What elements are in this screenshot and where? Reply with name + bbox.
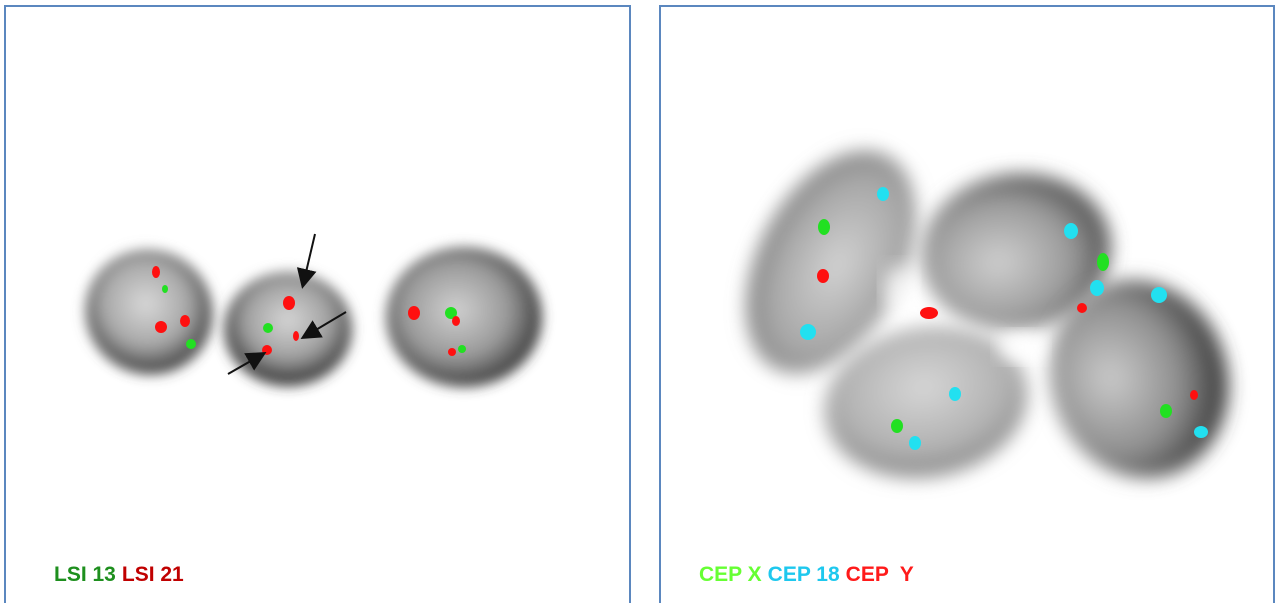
green-signal <box>818 219 830 235</box>
legend-cepy: CEP Y <box>845 563 914 586</box>
cyan-signal <box>1194 426 1208 438</box>
red-signal <box>452 316 460 326</box>
red-signal <box>920 307 938 319</box>
nucleus <box>746 150 916 374</box>
green-signal <box>1160 404 1172 418</box>
green-signal <box>1097 253 1109 271</box>
red-signal <box>283 296 295 310</box>
legend-lsi13: LSI 13 <box>54 563 116 586</box>
right-panel-image <box>746 150 1229 478</box>
nuclear-gap <box>999 333 1043 361</box>
red-signal <box>293 331 299 341</box>
red-signal <box>448 348 456 356</box>
red-signal <box>408 306 420 320</box>
legend-lsi21: LSI 21 <box>121 563 184 586</box>
probe-legend: CEP X CEP 18 CEP Y <box>699 563 914 587</box>
red-signal <box>817 269 829 283</box>
cyan-signal <box>949 387 961 401</box>
nucleus <box>921 173 1111 331</box>
cyan-signal <box>909 436 921 450</box>
nucleus <box>224 272 352 386</box>
nucleus <box>1049 280 1229 478</box>
green-signal <box>186 339 196 349</box>
green-signal <box>162 285 168 293</box>
red-signal <box>155 321 167 333</box>
cyan-signal <box>800 324 816 340</box>
cyan-signal <box>1151 287 1167 303</box>
cyan-signal <box>1064 223 1078 239</box>
probe-legend: LSI 13 LSI 21 <box>54 563 184 587</box>
arrow-pointer <box>300 311 347 340</box>
left-panel-image <box>85 233 542 387</box>
red-signal <box>1190 390 1198 400</box>
left-panel: LSI 13 LSI 21 <box>4 5 631 603</box>
green-signal <box>263 323 273 333</box>
red-signal <box>262 345 272 355</box>
nucleus <box>85 249 213 375</box>
red-signal <box>1077 303 1087 313</box>
green-signal <box>458 345 466 353</box>
green-signal <box>891 419 903 433</box>
legend-cepx: CEP X <box>699 563 762 586</box>
nuclear-gap <box>883 265 915 313</box>
nucleus <box>824 326 1028 478</box>
arrow-pointer <box>296 233 317 289</box>
red-signal <box>180 315 190 327</box>
right-panel: CEP X CEP 18 CEP Y <box>659 5 1275 603</box>
green-signal <box>445 307 457 319</box>
nucleus <box>386 247 542 387</box>
red-signal <box>152 266 160 278</box>
arrow-pointer <box>227 352 267 375</box>
legend-cep18: CEP 18 <box>767 563 840 586</box>
cyan-signal <box>877 187 889 201</box>
cyan-signal <box>1090 280 1104 296</box>
